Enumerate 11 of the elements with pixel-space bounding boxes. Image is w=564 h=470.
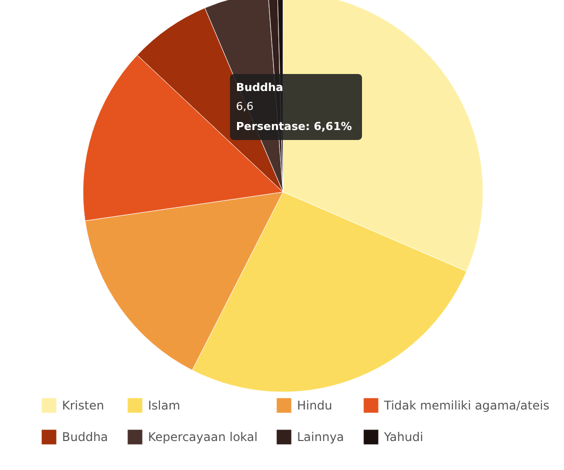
legend-label: Yahudi bbox=[383, 430, 424, 444]
legend-label: Tidak memiliki agama/ateis bbox=[383, 398, 550, 412]
text: Persentase: 6,61% bbox=[236, 120, 352, 133]
legend-label: Lainnya bbox=[297, 430, 344, 444]
text: 6,6 bbox=[236, 100, 254, 113]
text: Buddha bbox=[236, 81, 284, 94]
legend-label: Buddha bbox=[62, 430, 108, 444]
legend-label: Kristen bbox=[62, 398, 104, 412]
legend-label: Islam bbox=[148, 398, 180, 412]
legend-label: Kepercayaan lokal bbox=[148, 430, 258, 444]
legend-label: Hindu bbox=[297, 398, 332, 412]
